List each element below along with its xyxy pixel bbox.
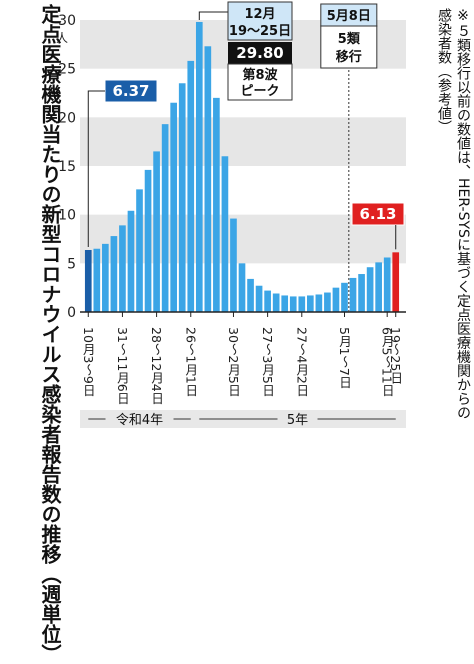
bar xyxy=(144,169,152,312)
x-tick-label: 10月3〜9日 xyxy=(81,327,96,396)
bar xyxy=(341,282,348,312)
bar xyxy=(332,287,340,312)
bar xyxy=(264,290,271,312)
last-value-box xyxy=(351,202,405,226)
bar xyxy=(170,102,178,312)
bar xyxy=(187,60,195,312)
era-labels: 令和4年 5年 xyxy=(80,410,406,428)
bars xyxy=(84,21,400,313)
bar xyxy=(375,262,382,312)
bar xyxy=(230,218,237,312)
last-value-label: 6.13 xyxy=(359,205,396,223)
bar xyxy=(349,277,357,312)
peak-date-line2: 19〜25日 xyxy=(229,24,291,39)
bar xyxy=(119,225,126,312)
x-tick-label: 31〜11月6日 xyxy=(115,327,130,404)
bar xyxy=(281,295,289,312)
bar xyxy=(383,257,391,312)
bar xyxy=(392,252,400,312)
peak-date-box xyxy=(227,1,293,41)
bar xyxy=(247,278,254,312)
era-label: 令和4年 xyxy=(116,413,163,428)
x-tick-label: 27〜3月5日 xyxy=(260,327,275,396)
peak-caption-line1: 第8波 xyxy=(242,67,278,83)
bar xyxy=(238,263,246,312)
peak-value-label: 29.80 xyxy=(236,44,283,62)
y-tick-label: 20 xyxy=(58,110,76,126)
bar xyxy=(315,294,323,312)
y-axis-ticks: 0 5 10 15 20 25 30 人 xyxy=(56,13,76,321)
x-tick-label: 26〜1月1日 xyxy=(183,327,198,396)
bar xyxy=(161,124,169,312)
bar xyxy=(204,46,212,312)
bar xyxy=(153,151,160,312)
y-tick-label: 25 xyxy=(58,62,76,78)
bar xyxy=(324,292,331,312)
peak-value-box xyxy=(228,42,292,64)
transition-date-label: 5月8日 xyxy=(327,9,371,24)
transition-caption-line1: 5類 xyxy=(338,32,361,47)
peak-date-line1: 12月 xyxy=(244,7,275,22)
bar xyxy=(272,293,280,312)
transition-caption-box xyxy=(320,25,378,69)
bar xyxy=(93,248,101,312)
bar xyxy=(366,267,374,312)
y-tick-label: 5 xyxy=(67,256,76,272)
bar xyxy=(110,236,118,312)
era-label: 5年 xyxy=(287,413,308,428)
x-axis-ticks: 10月3〜9日 31〜11月6日 28〜12月4日 26〜1月1日 30〜2月5日 27〜… xyxy=(81,312,403,404)
x-tick-label: 30〜2月5日 xyxy=(226,327,241,396)
bar xyxy=(213,97,220,312)
y-tick-label: 0 xyxy=(67,305,76,321)
x-tick-label: 5月1〜7日 xyxy=(337,327,352,388)
y-unit-label: 人 xyxy=(56,31,68,45)
first-leader xyxy=(87,90,105,247)
y-tick-label: 10 xyxy=(58,208,76,224)
bar xyxy=(306,295,314,312)
first-value-label: 6.37 xyxy=(112,82,149,100)
chart-stage: 定点医療機関当たりの新型コロナウイルス感染者報告数の推移（週単位） 0 5 10 15… xyxy=(38,1,471,664)
y-tick-label: 15 xyxy=(58,159,76,175)
bar xyxy=(178,83,186,313)
grid-band xyxy=(80,117,406,166)
bar xyxy=(255,285,263,312)
transition-caption-line2: 移行 xyxy=(336,49,362,65)
x-tick-label: 6月5〜11日 xyxy=(380,327,395,396)
bar xyxy=(84,249,92,312)
bar xyxy=(289,296,297,312)
bar xyxy=(221,156,229,312)
bar xyxy=(195,21,203,313)
x-tick-label: 19〜25日 xyxy=(388,327,403,384)
chart-svg: 0 5 10 15 20 25 30 人 10月3〜9日 31〜11月6日 28〜12月4日 26〜… xyxy=(56,1,406,428)
bar xyxy=(127,210,135,312)
bar xyxy=(102,243,109,312)
bar xyxy=(298,296,306,312)
bar xyxy=(136,189,143,312)
bar xyxy=(358,274,365,312)
peak-leader xyxy=(198,11,228,20)
x-tick-label: 28〜12月4日 xyxy=(149,327,164,404)
x-tick-label: 27〜4月2日 xyxy=(294,327,309,396)
peak-caption-box xyxy=(227,63,293,101)
y-tick-label: 30 xyxy=(58,13,76,29)
chart-note: ※５類移行以前の数値は、HER-SYSに基づく定点医療機関からの感染者数（参考値… xyxy=(436,8,471,420)
peak-caption-line2: ピーク xyxy=(240,84,279,99)
